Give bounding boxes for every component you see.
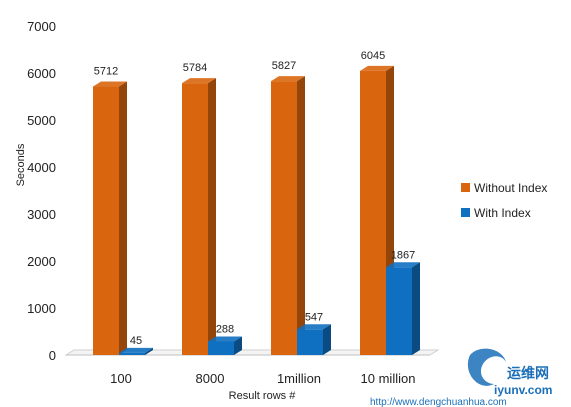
bar-top — [271, 76, 305, 82]
bar-top — [208, 336, 242, 342]
data-label-with-index-10-million: 1867 — [391, 249, 415, 261]
x-tick-label-100: 100 — [110, 371, 132, 386]
watermark-url: http://www.dengchuanhua.com — [370, 397, 507, 407]
y-tick-label-2000: 2000 — [27, 254, 56, 269]
legend-label-with-index: With Index — [474, 206, 531, 220]
y-tick-label-6000: 6000 — [27, 66, 56, 81]
data-label-without-index-8000: 5784 — [183, 62, 207, 74]
bar-without-index-100 — [93, 81, 127, 355]
legend-swatch-without-index — [461, 183, 470, 192]
bar-side — [145, 347, 153, 355]
bar-side — [297, 76, 305, 356]
data-label-without-index-1million: 5827 — [272, 60, 296, 72]
bar-side — [208, 78, 216, 355]
data-label-with-index-100: 45 — [130, 335, 142, 347]
legend: Without Index With Index — [461, 181, 547, 220]
x-axis-title: Result rows # — [229, 390, 297, 402]
bar-front — [119, 352, 145, 355]
y-axis-title: Seconds — [15, 143, 27, 186]
data-label-without-index-100: 5712 — [94, 66, 118, 78]
watermark-brand: 运维网 — [507, 365, 549, 381]
bar-with-index-100 — [119, 347, 153, 355]
x-tick-label-10-million: 10 million — [361, 371, 416, 386]
bar-without-index-1million — [271, 76, 305, 356]
x-axis-categories: 100 8000 1million 10 million — [110, 371, 415, 386]
bar-with-index-10-million — [386, 262, 420, 355]
watermark: 运维网 iyunv.com http://www.dengchuanhua.co… — [370, 348, 552, 407]
bar-front — [386, 267, 412, 355]
x-tick-label-8000: 8000 — [196, 371, 225, 386]
watermark-swirl-icon — [467, 348, 506, 386]
bars — [93, 65, 420, 356]
bar-without-index-8000 — [182, 78, 216, 355]
y-tick-label-3000: 3000 — [27, 207, 56, 222]
bar-side — [119, 81, 127, 355]
bar-front — [297, 329, 323, 355]
bar-front — [93, 86, 119, 355]
bar-side — [412, 262, 420, 355]
bar-top — [119, 347, 153, 353]
bar-front — [360, 70, 386, 355]
bar-with-index-8000 — [208, 336, 242, 355]
legend-swatch-with-index — [461, 208, 470, 217]
data-label-with-index-8000: 288 — [216, 323, 234, 335]
bar-front — [271, 81, 297, 356]
x-tick-label-1million: 1million — [277, 371, 321, 386]
bar-front — [208, 341, 234, 355]
data-label-without-index-10-million: 6045 — [361, 50, 385, 62]
y-tick-label-4000: 4000 — [27, 160, 56, 175]
data-labels: 5712 45 5784 288 5827 547 6045 1867 — [94, 50, 415, 347]
bar-top — [93, 81, 127, 87]
bar-side — [234, 336, 242, 355]
bar-top — [386, 262, 420, 268]
y-axis-ticks: 0 1000 2000 3000 4000 5000 6000 7000 — [27, 19, 56, 363]
bar-top — [360, 65, 394, 71]
watermark-site: iyunv.com — [494, 383, 552, 397]
y-tick-label-1000: 1000 — [27, 301, 56, 316]
y-tick-label-7000: 7000 — [27, 19, 56, 34]
y-tick-label-0: 0 — [49, 348, 56, 363]
bar-side — [323, 324, 331, 355]
legend-label-without-index: Without Index — [474, 181, 547, 195]
bar-top — [182, 78, 216, 84]
bar-front — [182, 83, 208, 355]
bar-with-index-1million — [297, 324, 331, 355]
y-tick-label-5000: 5000 — [27, 113, 56, 128]
data-label-with-index-1million: 547 — [305, 311, 323, 323]
bar-top — [297, 324, 331, 330]
